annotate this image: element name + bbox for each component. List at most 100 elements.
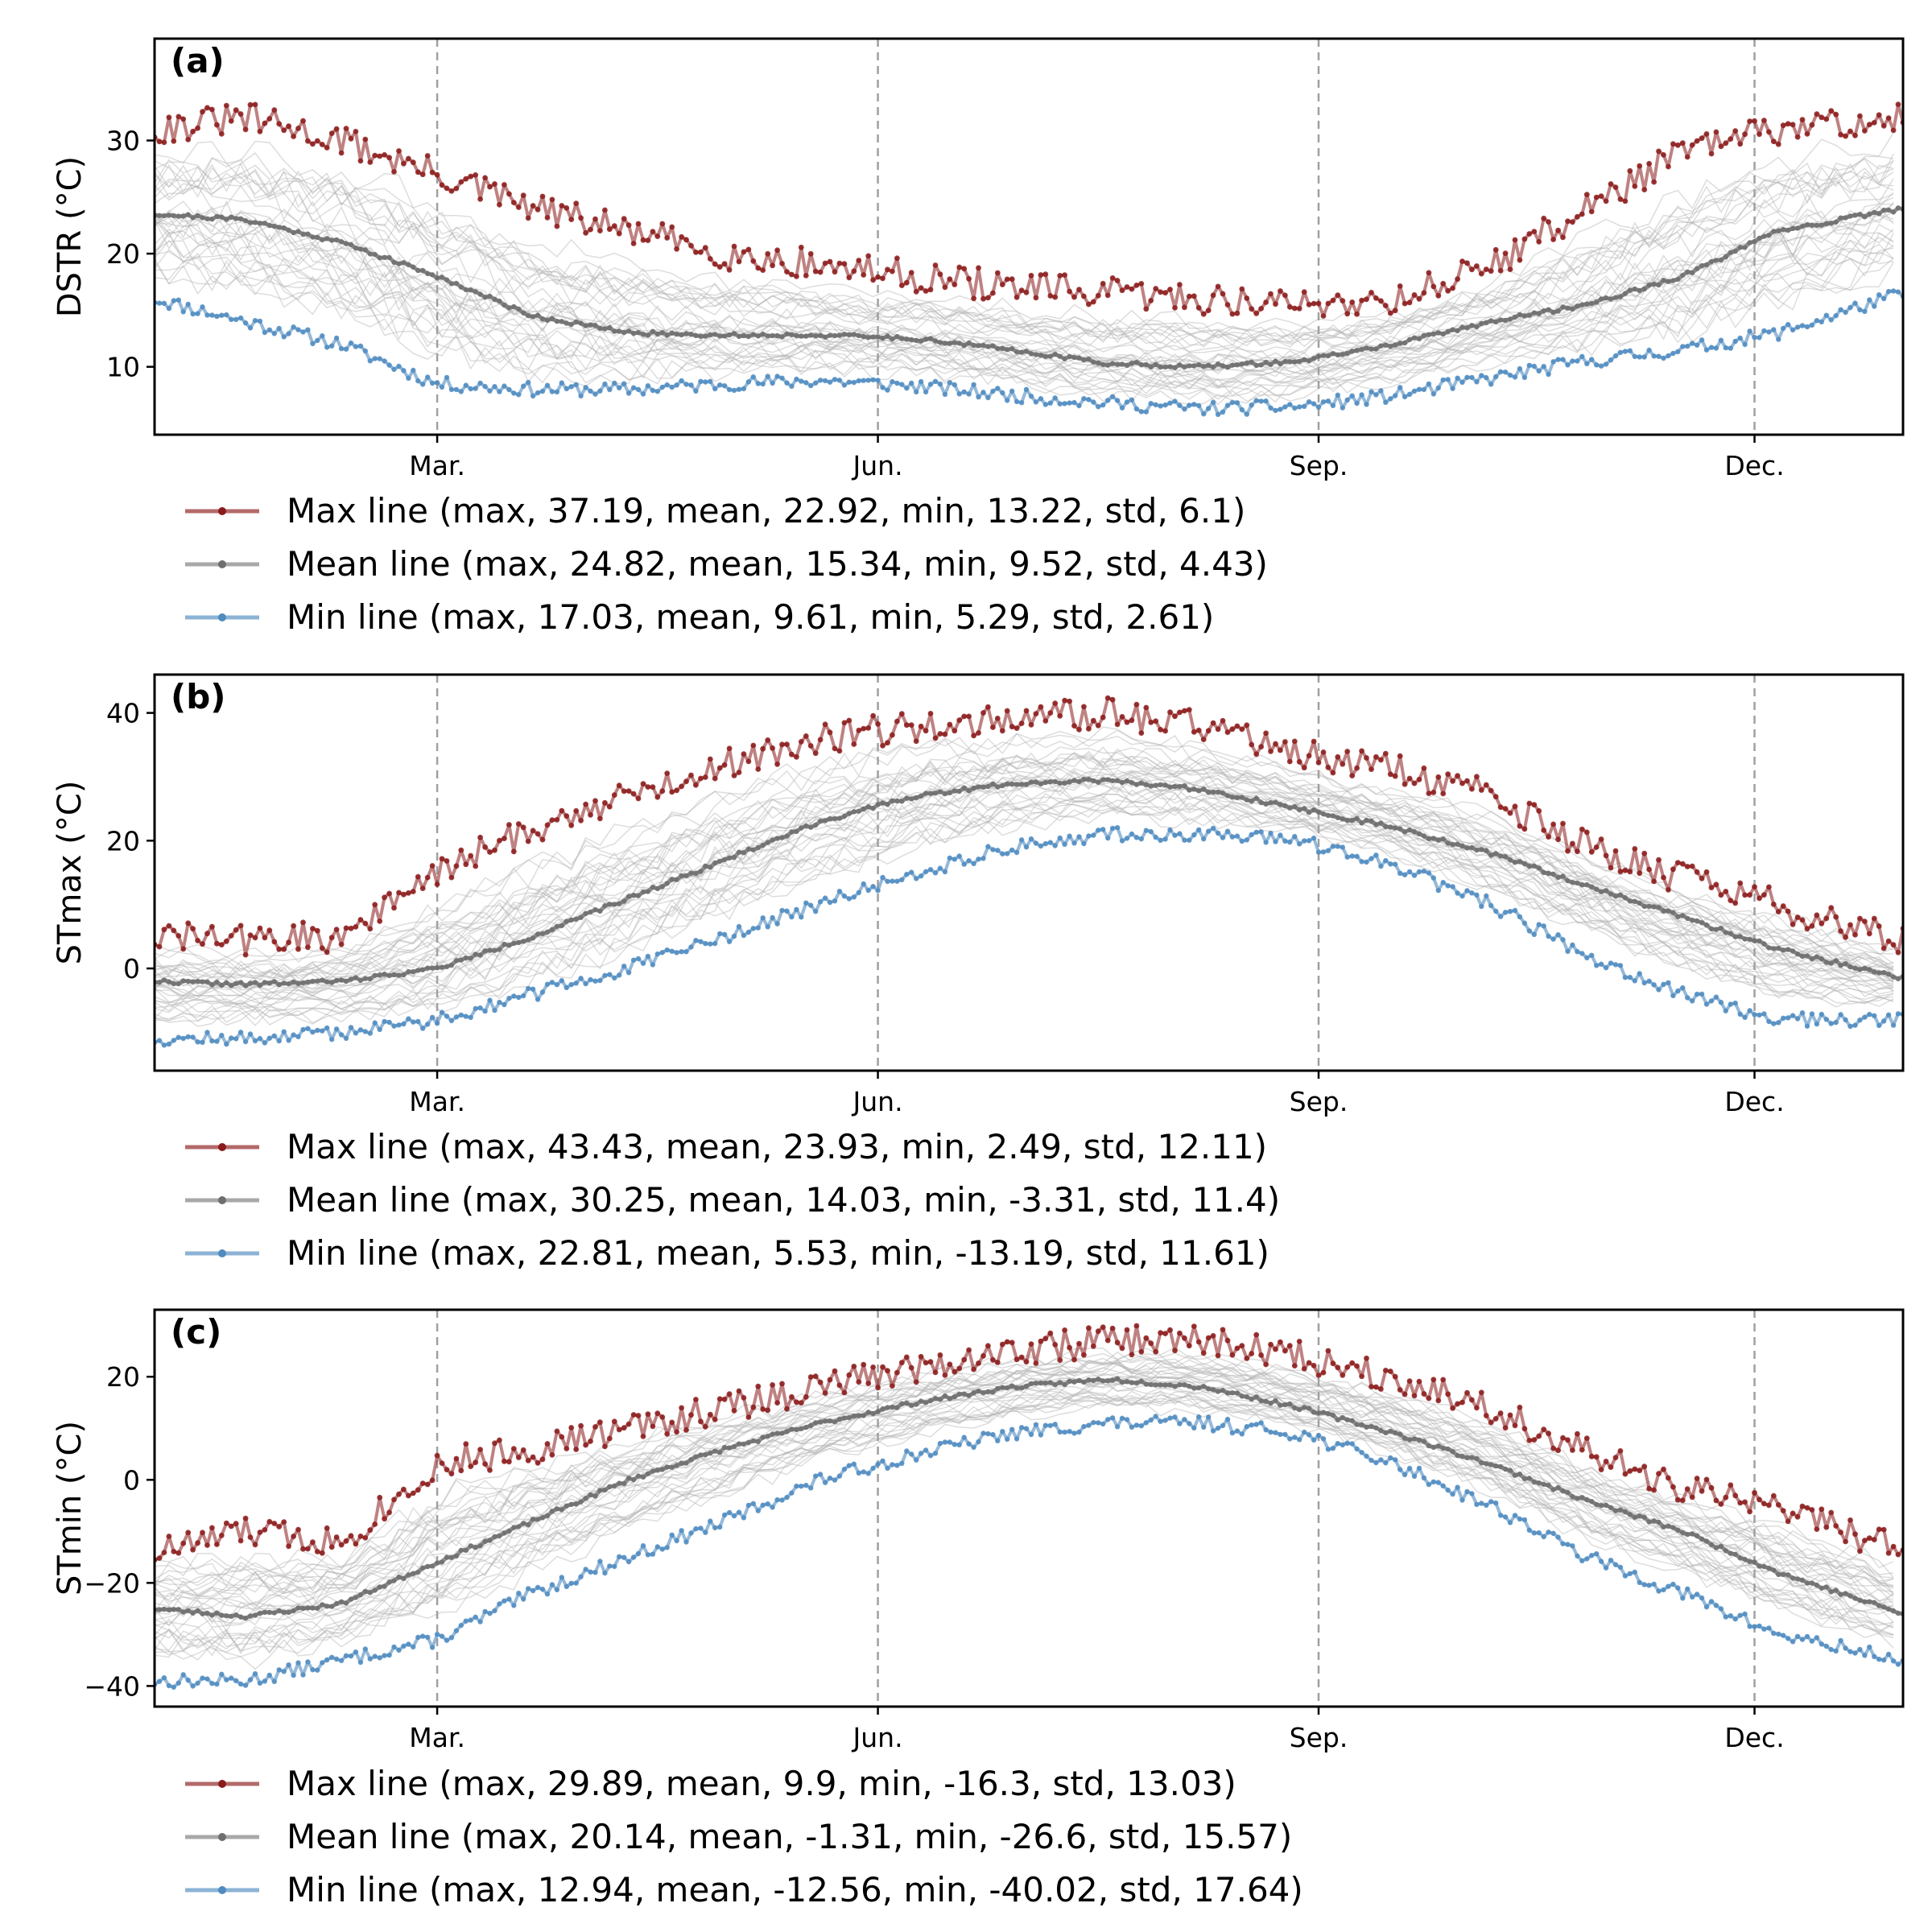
data-point: [401, 891, 407, 898]
data-point: [1637, 163, 1643, 169]
data-point: [1713, 129, 1719, 135]
data-point: [1459, 893, 1465, 899]
data-point: [324, 1604, 330, 1609]
data-point: [822, 895, 828, 901]
data-point: [1397, 826, 1403, 832]
data-point: [1287, 359, 1293, 365]
data-point: [578, 320, 584, 326]
data-point: [1521, 1476, 1528, 1482]
data-point: [1732, 1616, 1738, 1622]
data-point: [1229, 1352, 1236, 1358]
data-point: [1450, 884, 1455, 890]
data-point: [1187, 837, 1192, 843]
data-point: [640, 781, 646, 786]
data-point: [448, 1635, 455, 1641]
data-point: [861, 806, 866, 811]
data-point: [688, 944, 694, 950]
data-point: [1622, 198, 1629, 204]
legend-max-line-sample: [185, 507, 259, 515]
data-point: [1104, 292, 1111, 299]
plot-frame: [153, 37, 1905, 436]
data-point: [698, 869, 704, 874]
data-point: [1081, 1352, 1087, 1358]
data-point: [822, 1390, 828, 1396]
data-point: [621, 381, 627, 386]
data-point: [932, 378, 939, 384]
data-point: [1732, 934, 1738, 939]
data-point: [942, 391, 948, 398]
data-point: [468, 956, 473, 961]
data-point: [1042, 271, 1049, 278]
data-point: [1435, 1443, 1442, 1449]
data-point: [861, 333, 866, 340]
data-point: [621, 329, 627, 336]
data-point: [1368, 346, 1374, 352]
data-point: [1484, 893, 1489, 899]
data-point: [1162, 364, 1168, 370]
data-point: [1253, 1331, 1260, 1338]
data-point: [502, 1001, 507, 1008]
data-point: [535, 312, 541, 318]
data-point: [1143, 1420, 1150, 1426]
legend-max-line-sample: [185, 1143, 259, 1151]
data-point: [343, 126, 349, 132]
data-point: [1258, 306, 1264, 312]
data-point: [1038, 396, 1044, 402]
data-point: [635, 386, 642, 392]
data-point: [1311, 401, 1317, 407]
data-point: [1033, 352, 1039, 357]
data-point: [1426, 1443, 1432, 1449]
data-point: [1286, 1343, 1293, 1348]
data-point: [247, 932, 254, 938]
legend-min-line-sample: [185, 1886, 259, 1894]
data-point: [559, 807, 565, 814]
data-point: [1182, 1335, 1187, 1341]
data-point: [1603, 852, 1609, 859]
data-point: [1244, 295, 1250, 301]
data-point: [1531, 363, 1538, 369]
data-point: [1526, 312, 1533, 318]
data-point: [266, 927, 273, 934]
data-point: [1349, 817, 1355, 824]
data-point: [1158, 364, 1163, 370]
data-point: [899, 877, 905, 883]
data-point: [200, 109, 205, 115]
data-point: [1627, 1468, 1633, 1474]
data-point: [1258, 829, 1264, 835]
data-point: [559, 977, 564, 984]
data-point: [185, 1608, 191, 1614]
data-point: [784, 1494, 790, 1501]
data-point: [411, 264, 416, 270]
data-point: [156, 1607, 163, 1612]
data-point: [1081, 293, 1087, 299]
data-point: [865, 725, 872, 731]
data-point: [789, 332, 795, 337]
data-point: [180, 978, 186, 984]
data-point: [1450, 1449, 1455, 1455]
data-point: [343, 1538, 349, 1544]
data-point: [224, 1613, 229, 1619]
data-point: [1421, 1391, 1427, 1397]
data-point: [1158, 289, 1163, 295]
data-point: [271, 1610, 277, 1616]
ensemble-member-line: [155, 157, 1894, 343]
data-point: [310, 1667, 316, 1673]
data-point: [1804, 1580, 1810, 1586]
data-point: [343, 925, 349, 931]
data-point: [932, 735, 939, 741]
data-point: [1646, 160, 1652, 167]
data-point: [755, 766, 762, 772]
data-point: [794, 376, 799, 382]
data-point: [1502, 250, 1509, 257]
data-point: [1397, 753, 1403, 759]
data-point: [1781, 947, 1786, 953]
data-point: [1109, 361, 1116, 366]
data-point: [549, 817, 555, 823]
data-point: [525, 215, 531, 221]
data-point: [343, 1035, 349, 1042]
data-point: [463, 287, 469, 293]
data-point: [1560, 304, 1566, 310]
data-point: [885, 740, 890, 746]
data-point: [1364, 859, 1369, 865]
data-point: [865, 1471, 871, 1476]
